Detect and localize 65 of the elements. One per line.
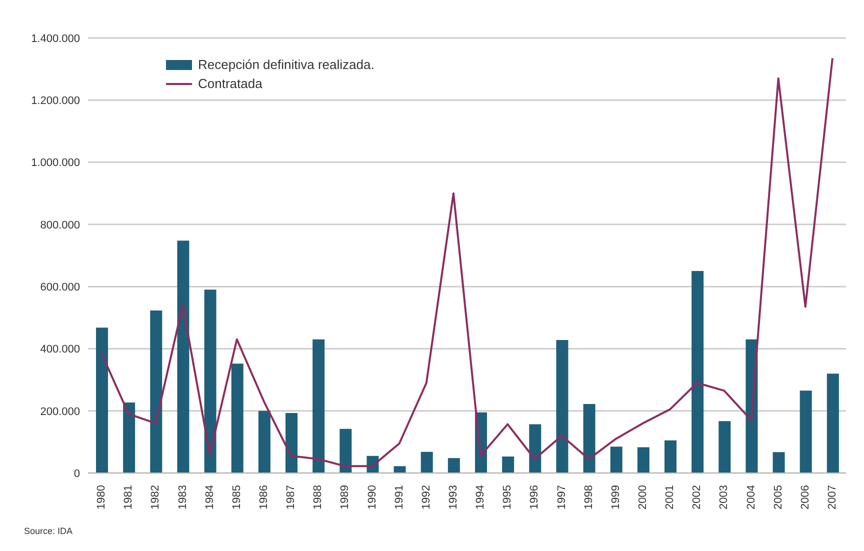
bar xyxy=(258,410,270,473)
x-tick-label: 1989 xyxy=(339,485,352,510)
x-tick-label: 2003 xyxy=(718,485,730,510)
y-tick-label: 1.200.000 xyxy=(31,95,80,108)
x-tick-label: 2006 xyxy=(799,485,812,510)
bar xyxy=(231,364,244,473)
bar xyxy=(692,271,704,473)
y-tick-label: 0 xyxy=(74,468,80,480)
x-tick-label: 1997 xyxy=(556,485,568,510)
bar xyxy=(583,404,596,473)
bar xyxy=(177,240,190,473)
x-tick-label: 1999 xyxy=(610,485,622,510)
x-tick-label: 1983 xyxy=(176,485,189,510)
bar xyxy=(312,339,325,473)
x-tick-label: 2002 xyxy=(691,485,704,510)
bar xyxy=(718,421,731,473)
source-note: Source: IDA xyxy=(24,526,73,536)
bar xyxy=(664,440,676,473)
x-tick-label: 2000 xyxy=(636,485,649,510)
x-tick-label: 1990 xyxy=(366,485,378,510)
x-tick-label: 1995 xyxy=(502,485,514,510)
y-tick-label: 800.000 xyxy=(40,219,80,232)
bar xyxy=(286,413,298,473)
bar xyxy=(204,290,216,473)
bar xyxy=(529,424,542,473)
bar xyxy=(637,447,650,473)
x-tick-label: 1985 xyxy=(230,485,243,510)
x-tick-label: 1993 xyxy=(447,485,460,510)
bar xyxy=(420,452,433,473)
x-tick-label: 1980 xyxy=(96,485,108,510)
x-tick-label: 1987 xyxy=(285,485,298,510)
x-tick-label: 1991 xyxy=(393,485,406,510)
legend-label: Recepción definitiva realizada. xyxy=(198,57,374,72)
y-tick-label: 1.000.000 xyxy=(31,157,80,170)
x-tick-label: 1992 xyxy=(420,485,432,510)
x-tick-label: 2004 xyxy=(745,485,758,510)
x-tick-label: 1996 xyxy=(528,485,541,510)
bar xyxy=(448,458,460,473)
y-tick-label: 400.000 xyxy=(40,344,80,356)
x-tick-label: 1984 xyxy=(204,485,216,510)
x-tick-label: 2001 xyxy=(664,485,676,510)
bar xyxy=(123,402,136,473)
y-tick-label: 600.000 xyxy=(40,281,80,294)
x-tick-label: 1998 xyxy=(582,485,595,510)
y-tick-label: 200.000 xyxy=(40,406,80,418)
bar xyxy=(556,340,568,473)
bar xyxy=(340,428,352,473)
legend-label: Contratada xyxy=(198,76,262,91)
x-tick-label: 1986 xyxy=(258,485,270,510)
y-tick-label: 1.400.000 xyxy=(31,32,80,45)
x-tick-label: 1988 xyxy=(312,485,324,510)
bar xyxy=(150,310,162,473)
line-series xyxy=(100,57,834,468)
x-tick-label: 1982 xyxy=(150,485,162,510)
bar xyxy=(502,456,514,473)
x-tick-label: 2005 xyxy=(772,485,784,510)
bar xyxy=(96,328,108,473)
bar xyxy=(772,452,785,473)
bar xyxy=(610,446,622,473)
bar xyxy=(800,390,812,473)
x-tick-label: 1981 xyxy=(122,485,135,510)
x-tick-label: 1994 xyxy=(474,485,487,510)
x-tick-label: 2007 xyxy=(826,485,838,510)
bar xyxy=(826,374,839,473)
bar xyxy=(394,466,406,473)
